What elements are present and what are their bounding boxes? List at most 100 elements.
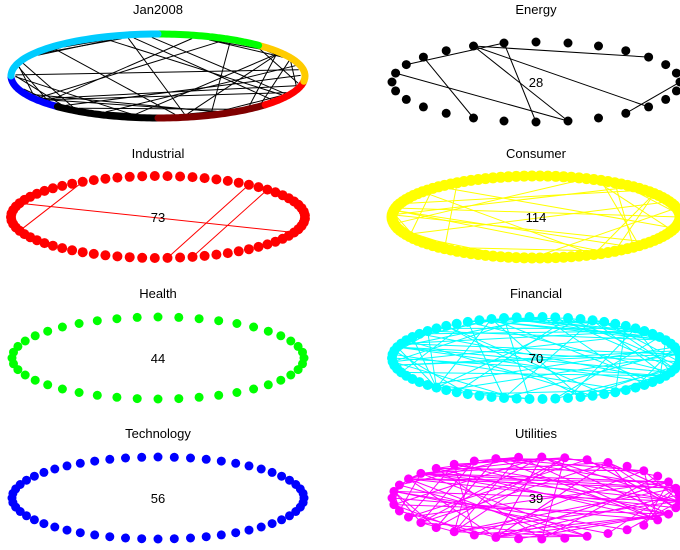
node [50, 522, 60, 532]
node [153, 394, 163, 404]
node [15, 480, 25, 489]
edge [19, 202, 295, 233]
panel-technology: 56 Technology [7, 426, 309, 544]
edge [420, 472, 680, 502]
node [132, 312, 142, 322]
node [599, 316, 610, 327]
node [639, 466, 649, 476]
edge [393, 490, 680, 502]
node [414, 328, 425, 339]
node [563, 38, 573, 48]
node [194, 392, 204, 402]
panel-title: Utilities [515, 426, 557, 441]
edge [397, 346, 680, 363]
node [675, 77, 680, 87]
node [243, 179, 254, 190]
node [563, 313, 573, 323]
node [199, 250, 210, 261]
edges [391, 316, 680, 400]
edge [395, 207, 680, 218]
node [112, 251, 123, 262]
node [276, 331, 286, 341]
edge [37, 39, 112, 56]
edge [503, 317, 530, 400]
node [587, 315, 598, 326]
edge [467, 321, 505, 399]
edge [393, 490, 609, 534]
panel-title: Financial [510, 286, 562, 301]
node [639, 326, 650, 336]
edge [592, 319, 667, 377]
node [77, 247, 88, 258]
edge [15, 76, 132, 115]
node [389, 500, 399, 510]
node [514, 452, 524, 462]
node [214, 316, 224, 326]
node [474, 315, 485, 326]
node [537, 534, 547, 544]
edge [393, 178, 587, 225]
edge [454, 487, 676, 533]
node [112, 314, 122, 324]
node [75, 458, 85, 468]
node [431, 463, 441, 473]
node [514, 534, 524, 544]
edge [600, 180, 640, 246]
node [622, 525, 632, 535]
edge [394, 353, 680, 366]
edge [398, 473, 422, 512]
node [621, 108, 631, 118]
node [276, 375, 286, 385]
node [249, 384, 259, 394]
node [486, 314, 497, 324]
ring-segment [154, 30, 263, 49]
node-count: 73 [151, 210, 165, 225]
edge [659, 340, 667, 380]
node [277, 471, 287, 481]
nodes [7, 452, 309, 544]
node [214, 390, 224, 400]
node [416, 468, 426, 478]
node [550, 312, 561, 323]
edge [211, 42, 231, 112]
edge [542, 316, 645, 386]
node [39, 238, 50, 249]
edge [491, 318, 653, 383]
edge [187, 54, 277, 115]
ring-segment [7, 30, 162, 80]
node [469, 456, 479, 466]
node [47, 240, 58, 251]
node [542, 252, 554, 264]
node [441, 320, 452, 331]
node [422, 326, 433, 336]
node [285, 475, 294, 485]
node [462, 389, 473, 400]
node-count: 28 [529, 75, 543, 90]
node [291, 507, 301, 516]
node [88, 248, 99, 259]
node [386, 213, 398, 225]
node [622, 461, 632, 471]
node [563, 116, 573, 126]
node [256, 464, 266, 474]
edge [453, 457, 566, 533]
node [639, 380, 650, 390]
node [57, 243, 68, 254]
node [77, 176, 88, 187]
node [90, 456, 100, 466]
node [216, 530, 226, 540]
node [6, 215, 17, 226]
node [563, 393, 573, 403]
node [62, 461, 72, 471]
edge [419, 333, 660, 380]
edge [420, 462, 609, 474]
edge [192, 189, 268, 258]
edge [518, 513, 669, 540]
edge [444, 182, 458, 249]
node [132, 394, 142, 404]
node [67, 178, 78, 189]
node [286, 336, 296, 346]
node [194, 314, 204, 324]
node [186, 453, 195, 463]
edge [167, 184, 250, 259]
